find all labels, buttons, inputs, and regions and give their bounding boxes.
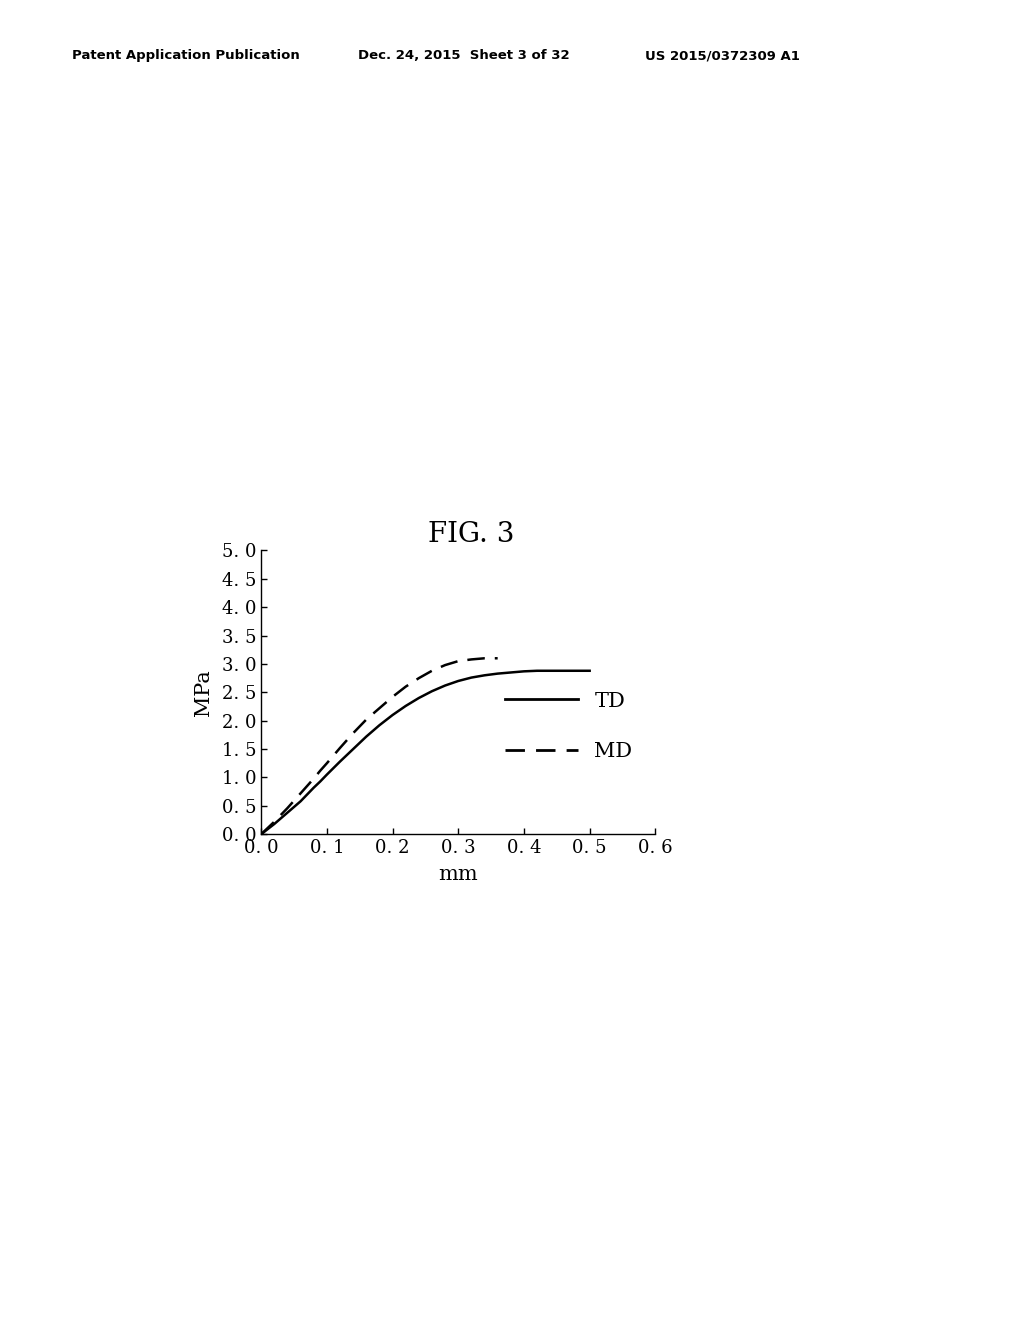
MD bbox=[301, 777, 313, 793]
MD bbox=[453, 653, 465, 669]
MD bbox=[295, 785, 307, 801]
MD bbox=[347, 725, 359, 741]
TD bbox=[282, 805, 294, 821]
TD bbox=[530, 663, 543, 678]
TD bbox=[255, 826, 267, 842]
MD bbox=[492, 651, 504, 667]
Line: MD: MD bbox=[261, 659, 498, 834]
X-axis label: mm: mm bbox=[438, 866, 478, 884]
TD bbox=[453, 673, 465, 689]
TD bbox=[492, 665, 504, 681]
TD bbox=[274, 810, 287, 826]
TD bbox=[295, 793, 307, 809]
Text: US 2015/0372309 A1: US 2015/0372309 A1 bbox=[645, 49, 800, 62]
MD bbox=[373, 701, 385, 717]
TD bbox=[478, 668, 490, 684]
MD bbox=[282, 800, 294, 816]
TD bbox=[307, 780, 319, 796]
MD bbox=[307, 771, 319, 787]
TD bbox=[426, 684, 438, 700]
TD bbox=[261, 821, 273, 837]
TD bbox=[268, 816, 281, 832]
TD bbox=[347, 742, 359, 758]
MD bbox=[255, 826, 267, 842]
TD bbox=[334, 754, 346, 770]
MD bbox=[386, 689, 398, 705]
MD bbox=[360, 711, 373, 727]
TD bbox=[373, 717, 385, 733]
MD bbox=[478, 651, 490, 667]
TD bbox=[505, 664, 517, 680]
MD bbox=[426, 663, 438, 678]
MD bbox=[274, 807, 287, 822]
TD bbox=[413, 690, 425, 706]
TD bbox=[570, 663, 583, 678]
MD bbox=[413, 671, 425, 686]
MD bbox=[314, 763, 327, 779]
TD bbox=[386, 708, 398, 723]
TD bbox=[399, 698, 412, 714]
TD bbox=[544, 663, 556, 678]
TD bbox=[584, 663, 596, 678]
TD bbox=[360, 729, 373, 744]
TD bbox=[301, 787, 313, 803]
MD bbox=[399, 678, 412, 694]
Line: TD: TD bbox=[261, 671, 590, 834]
MD bbox=[321, 755, 333, 771]
MD bbox=[261, 820, 273, 836]
MD bbox=[465, 652, 477, 668]
MD bbox=[288, 793, 300, 809]
Text: Dec. 24, 2015  Sheet 3 of 32: Dec. 24, 2015 Sheet 3 of 32 bbox=[358, 49, 570, 62]
TD bbox=[518, 664, 530, 680]
Y-axis label: MPa: MPa bbox=[195, 669, 213, 715]
MD bbox=[268, 814, 281, 830]
Text: Patent Application Publication: Patent Application Publication bbox=[72, 49, 299, 62]
Legend: TD, MD: TD, MD bbox=[497, 684, 641, 770]
TD bbox=[288, 799, 300, 814]
MD bbox=[439, 657, 452, 673]
MD bbox=[334, 741, 346, 756]
TD bbox=[465, 669, 477, 685]
TD bbox=[314, 774, 327, 789]
TD bbox=[321, 767, 333, 783]
Text: FIG. 3: FIG. 3 bbox=[428, 521, 514, 548]
TD bbox=[439, 677, 452, 693]
TD bbox=[557, 663, 569, 678]
